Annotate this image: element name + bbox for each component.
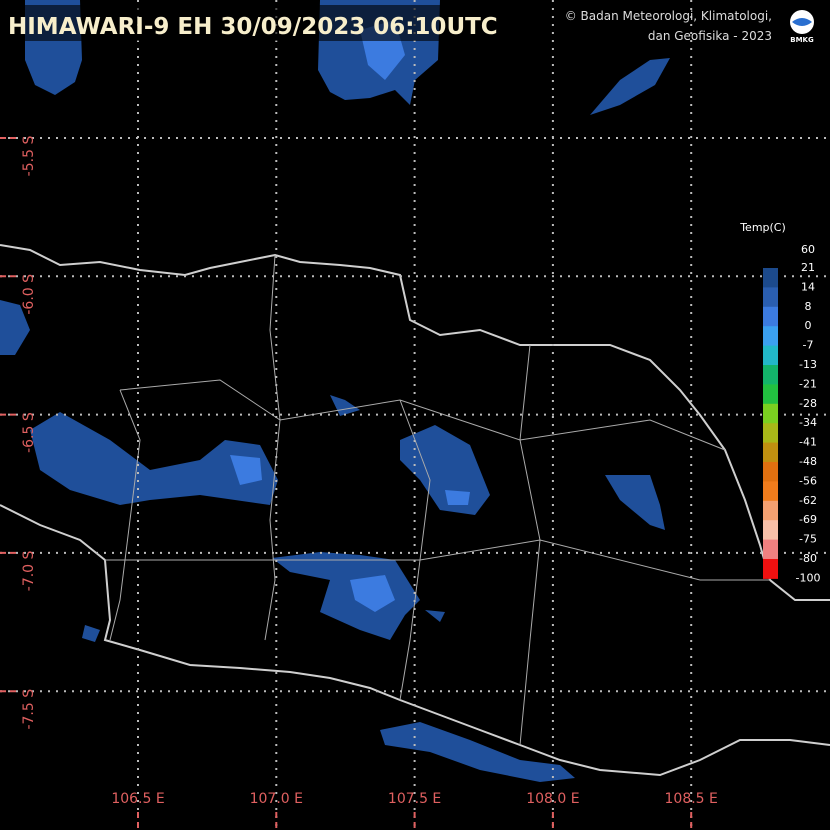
legend-label: -7 [803,339,814,352]
legend-swatch [763,520,778,541]
legend-swatch [763,442,778,463]
legend-swatch [763,287,778,308]
legend-label: 21 [801,261,815,274]
legend-swatch [763,365,778,385]
legend-swatch [763,559,778,579]
latitude-label: -6.5 S [21,412,37,453]
legend-label: -56 [799,474,817,487]
legend-swatch [763,268,778,288]
legend-label: -100 [796,571,821,584]
legend-swatch [763,345,778,366]
legend-swatch [763,306,778,327]
coastlines [0,244,830,777]
title: HIMAWARI-9 EH 30/09/2023 06:10UTC [8,14,498,40]
logo: BMKG [790,10,814,44]
longitude-label: 106.5 E [111,791,164,807]
longitude-label: 107.5 E [388,791,441,807]
latitude-label: -7.5 S [21,689,37,730]
boundaries [105,254,770,746]
credit: © Badan Meteorologi, Klimatologi, [565,9,772,23]
legend-label: -13 [799,358,817,371]
legend: 60 21 14 8 0 -7 -13 -21 -28 -34 -41 -48 -56 -62 -69 -75… [763,243,820,584]
legend-swatch [763,403,778,424]
legend-label: -48 [799,455,817,468]
legend-label: 0 [805,319,812,332]
longitude-label: 108.0 E [526,791,579,807]
latitude-label: -5.5 S [21,136,37,177]
legend-label: -41 [799,436,817,449]
latitude-label: -6.0 S [21,274,37,315]
legend-label: -28 [799,397,817,410]
credit: dan Geofisika - 2023 [648,29,772,43]
legend-swatch [763,500,778,521]
legend-label: -69 [799,513,817,526]
legend-swatch [763,384,778,405]
legend-label: -21 [799,377,817,390]
latitude-label: -7.0 S [21,550,37,591]
legend-swatch [763,326,778,347]
legend-swatch [763,462,778,482]
title-bg [0,5,500,41]
legend-label: -80 [799,552,817,565]
legend-swatch [763,423,778,444]
legend-label: -34 [799,416,817,429]
legend-title: Temp(C) [739,221,786,234]
legend-label: -75 [799,533,817,546]
legend-label: 14 [801,280,815,293]
legend-label: -62 [799,494,817,507]
legend-swatch [763,539,778,560]
logo-text: BMKG [790,36,814,44]
legend-label: 60 [801,243,815,256]
longitude-label: 108.5 E [665,791,718,807]
legend-swatch [763,481,778,502]
legend-label: 8 [805,300,812,313]
longitude-label: 107.0 E [250,791,303,807]
